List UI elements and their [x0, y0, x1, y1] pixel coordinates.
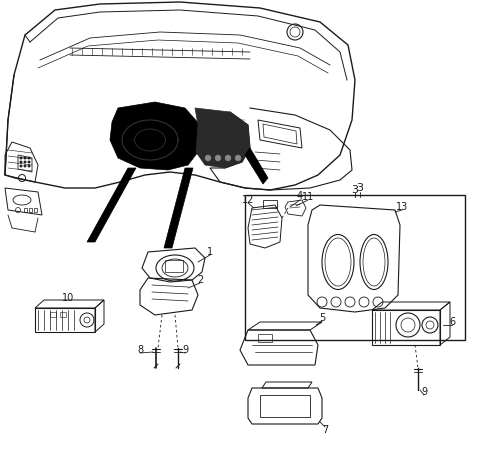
Text: 12: 12: [242, 195, 254, 205]
Circle shape: [24, 157, 26, 159]
Text: 5: 5: [319, 313, 325, 323]
Bar: [29, 208, 32, 212]
Text: 9: 9: [182, 345, 188, 355]
Text: 1: 1: [207, 247, 213, 257]
Polygon shape: [87, 168, 136, 242]
Polygon shape: [110, 102, 200, 170]
Text: 11: 11: [302, 192, 314, 202]
Text: 9: 9: [421, 387, 427, 397]
Polygon shape: [245, 148, 268, 184]
Bar: [34, 208, 37, 212]
Polygon shape: [164, 168, 193, 248]
Bar: [24, 208, 27, 212]
Circle shape: [20, 157, 22, 159]
Circle shape: [28, 161, 30, 163]
Text: 7: 7: [322, 425, 328, 435]
Circle shape: [28, 165, 30, 167]
Circle shape: [24, 165, 26, 167]
Circle shape: [28, 157, 30, 159]
Circle shape: [20, 165, 22, 167]
Bar: [60, 312, 66, 317]
Text: 6: 6: [449, 317, 455, 327]
Bar: [165, 260, 183, 272]
Circle shape: [225, 155, 231, 161]
Text: 2: 2: [197, 275, 203, 285]
Bar: [263, 200, 277, 208]
Text: 4: 4: [297, 191, 303, 201]
Circle shape: [24, 161, 26, 163]
Text: 3: 3: [357, 183, 363, 193]
Circle shape: [235, 155, 241, 161]
Text: 3: 3: [351, 185, 359, 195]
Circle shape: [20, 161, 22, 163]
Circle shape: [205, 155, 211, 161]
Text: 13: 13: [396, 202, 408, 212]
Polygon shape: [195, 108, 250, 168]
Bar: [50, 312, 56, 317]
Bar: [258, 334, 272, 342]
Bar: [260, 395, 310, 417]
Text: 10: 10: [62, 293, 74, 303]
Circle shape: [215, 155, 221, 161]
Text: 8: 8: [137, 345, 143, 355]
Bar: [245, 195, 465, 340]
